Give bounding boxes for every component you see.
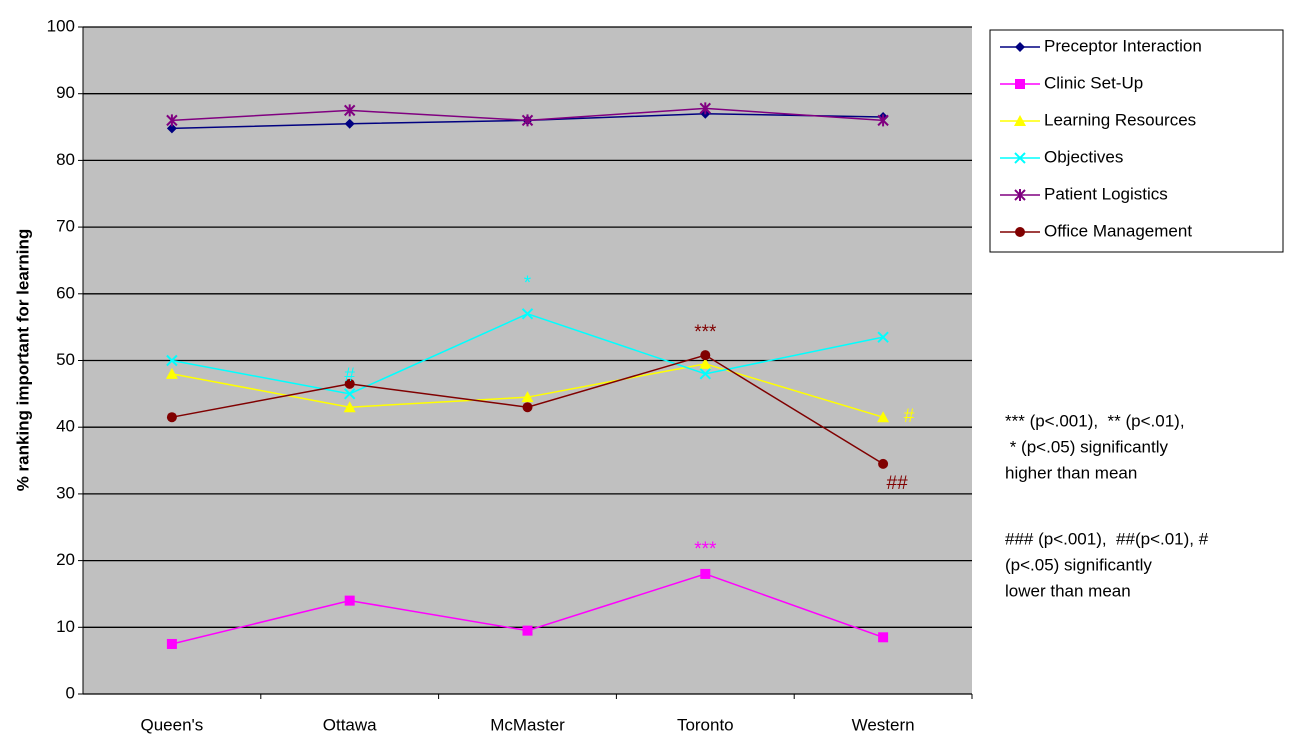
y-tick-label: 20 [56, 550, 75, 569]
marker [878, 458, 889, 469]
marker [166, 354, 178, 367]
marker [344, 595, 355, 606]
y-tick-label: 50 [56, 350, 75, 369]
marker [344, 118, 355, 129]
marker [877, 114, 889, 127]
marker [1014, 189, 1026, 201]
y-tick-label: 100 [47, 16, 75, 35]
y-tick-label: 70 [56, 217, 75, 236]
marker [165, 367, 178, 379]
x-tick-label: Toronto [677, 715, 734, 734]
marker [166, 638, 177, 649]
x-tick-label: Western [852, 715, 915, 734]
marker [522, 402, 533, 413]
x-tick-label: McMaster [490, 715, 565, 734]
annotation: # [904, 406, 915, 427]
marker [878, 632, 889, 643]
y-tick-label: 90 [56, 83, 75, 102]
marker [343, 401, 356, 413]
marker [343, 388, 356, 400]
legend-label: Objectives [1044, 147, 1123, 166]
marker [166, 412, 177, 423]
marker [343, 104, 356, 117]
marker [1014, 115, 1026, 126]
y-tick-label: 60 [56, 283, 75, 302]
marker [522, 625, 533, 636]
legend-label: Learning Resources [1044, 110, 1196, 129]
legend-label: Clinic Set-Up [1044, 73, 1143, 92]
marker [700, 350, 711, 361]
x-tick-label: Ottawa [323, 715, 377, 734]
note-text: higher than mean [1005, 463, 1137, 482]
y-tick-label: 10 [56, 617, 75, 636]
annotation: * [524, 273, 532, 294]
annotation: *** [694, 322, 717, 343]
marker [344, 378, 355, 389]
marker [877, 331, 889, 343]
marker [521, 391, 534, 403]
marker [1015, 227, 1025, 237]
marker [521, 308, 534, 320]
marker [699, 368, 712, 380]
marker [1015, 79, 1025, 89]
marker [700, 568, 711, 579]
note-text: ### (p<.001), ##(p<.01), # [1005, 529, 1209, 548]
note-text: lower than mean [1005, 581, 1131, 600]
annotation: *** [694, 539, 717, 560]
note-text: * (p<.05) significantly [1005, 437, 1168, 456]
marker [166, 123, 177, 134]
marker [521, 114, 534, 127]
legend-box [989, 29, 1284, 253]
y-tick-label: 40 [56, 417, 75, 436]
marker [699, 102, 712, 115]
marker [166, 114, 178, 127]
marker [1015, 42, 1025, 52]
note-text: (p<.05) significantly [1005, 555, 1152, 574]
legend-label: Office Management [1044, 221, 1192, 240]
marker [877, 411, 890, 423]
annotation: # [344, 365, 355, 386]
note-text: *** (p<.001), ** (p<.01), [1005, 411, 1185, 430]
legend-label: Patient Logistics [1044, 184, 1168, 203]
legend-label: Preceptor Interaction [1044, 36, 1202, 55]
annotation: ## [887, 473, 909, 494]
y-tick-label: 30 [56, 483, 75, 502]
marker [1014, 152, 1026, 164]
y-tick-label: 0 [66, 683, 75, 702]
x-tick-label: Queen's [141, 715, 204, 734]
y-axis-label: % ranking important for learning [13, 229, 32, 492]
marker [699, 357, 712, 369]
y-tick-label: 80 [56, 150, 75, 169]
